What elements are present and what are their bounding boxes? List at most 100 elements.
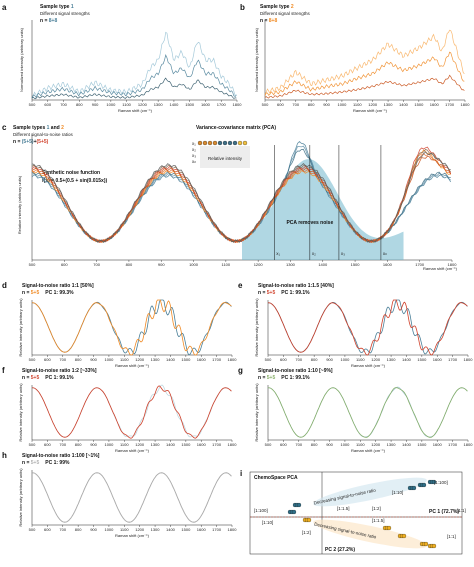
x-tick-label: 1300 [151,442,161,447]
matrix-row-label: x₁ [192,141,196,146]
n-prefix: n = [22,460,31,466]
x-tick-label: 1600 [433,357,443,362]
panel-letter: i [240,469,242,478]
matrix-dot [232,140,238,146]
variable-label: x₃ [341,251,345,256]
x-tick-label: 600 [44,442,51,447]
x-tick-label: 1700 [212,357,222,362]
variable-label: x₂ [312,251,316,256]
x-tick-label: 500 [29,442,36,447]
x-tick-label: 900 [90,442,97,447]
x-tick-label: 1700 [415,262,425,267]
x-tick-label: 1600 [197,527,207,532]
score-dot-type1 [296,502,302,508]
x-tick-label: 1600 [383,262,393,267]
x-tick-label: 1500 [351,262,361,267]
panel-letter: h [2,451,7,460]
cluster-label: [1:1.5] [372,518,385,523]
x-tick-label: 1400 [166,442,176,447]
x-tick-label: 1800 [228,357,238,362]
cluster-label: [1:100] [434,480,448,485]
x-tick-label: 1000 [104,442,114,447]
matrix-dot [237,140,243,146]
x-tick-label: 700 [295,442,302,447]
series-line [268,299,468,355]
x-axis-label: Raman shift (cm⁻¹) [118,108,153,113]
svg-text:Different signal-to-noise rati: Different signal-to-noise ratios [13,132,73,137]
pc-label: PC 1: 99.1% [45,375,74,381]
x-axis-label: Raman shift (cm⁻¹) [351,448,386,453]
series-line [31,31,237,99]
x-tick-label: 700 [59,442,66,447]
x-tick-label: 1400 [166,357,176,362]
x-tick-label: 900 [158,262,165,267]
x-tick-label: 700 [93,262,100,267]
x-tick-label: 1300 [154,102,164,107]
plot-a-area: 500 600 700 800 900 1000 1100 1200 1300 1400 1500 1… [29,20,243,107]
panel-title: ChemoSpace PCA [254,475,298,481]
x-tick-label: 1400 [318,262,328,267]
series-line [264,74,465,99]
x-tick-label: 900 [90,357,97,362]
svg-text:n = 8+8: n = 8+8 [260,18,277,24]
score-dot-type2 [431,543,437,549]
panel-letter: e [238,281,243,290]
x-axis-label: Raman shift (cm⁻¹) [115,363,150,368]
y-axis-label: Relative intensity (arbitrary units) [18,298,23,357]
x-tick-label: 700 [59,357,66,362]
x-tick-label: 1300 [286,262,296,267]
n-value: 5+5 [31,375,40,381]
svg-text:Sample types 1 and 2: Sample types 1 and 2 [13,125,64,131]
x-tick-label: 800 [76,102,83,107]
series-line [268,299,468,356]
matrix-dot [222,140,228,146]
x-tick-label: 600 [61,262,68,267]
x-tick-label: 1200 [371,442,381,447]
panel-e: e Signal-to-noise ratio 1:1.5 [40%]n = 5+… [238,281,473,368]
y-axis-label: Relative intensity (arbitrary units) [18,468,23,527]
cluster-label: [1:10] [262,520,273,525]
plot-c-area: 500 600 700 800 900 1000 1100 1200 1300 1400 1500 1… [29,135,457,267]
x-tick-label: 1400 [399,102,409,107]
y-axis-label: Relative intensity (arbitrary units) [254,298,259,357]
x-tick-label: 900 [90,527,97,532]
score-dot-type2 [401,533,407,539]
panel-c: c Sample types 1 and 2 Different signal-… [2,123,458,271]
panel-n: n = 5+5 PC 1: 99% [22,460,70,466]
x-tick-label: 1800 [461,102,471,107]
x-axis-label: Raman shift (cm⁻¹) [351,363,386,368]
x-tick-label: 1700 [217,102,227,107]
x-tick-label: 1500 [181,357,191,362]
x-axis-label: Raman shift (cm⁻¹) [353,108,388,113]
panel-h: h Signal-to-noise ratio 1:100 [~1%]n = 5+… [2,451,237,538]
x-tick-label: 1700 [212,442,222,447]
x-tick-label: 1800 [464,442,474,447]
x-tick-label: 1100 [222,262,231,267]
x-tick-label: 700 [60,102,67,107]
x-tick-label: 1200 [135,357,145,362]
n-value: 5+5 [267,290,276,296]
x-tick-label: 1700 [448,442,458,447]
panel-letter: f [2,366,5,375]
score-dot-type2 [423,541,429,547]
panel-n: n = 5+5 PC 1: 99.1% [22,375,74,381]
series-line [32,385,232,439]
matrix-row-label: x₂ [192,147,196,152]
x-axis-label: Raman shift (cm⁻¹) [423,266,458,271]
n-prefix: n = [22,375,31,381]
score-dot-type2 [306,517,312,523]
svg-text:Sample type 1: Sample type 1 [40,4,74,10]
x-tick-label: 1600 [197,442,207,447]
y-axis-label: Relative intensity (arbitrary units) [254,383,259,442]
panel-a-subtitle: Different signal strengths [40,11,90,16]
x-tick-label: 1000 [337,102,347,107]
panel-letter: g [238,366,243,375]
x-tick-label: 500 [29,357,36,362]
relative-intensity-label: Relative intensity [208,156,243,161]
panel-n: n = 5+5 PC 1: 99.3% [22,290,74,296]
matrix-dot [242,140,248,146]
x-tick-label: 1800 [233,102,243,107]
x-tick-label: 900 [323,102,330,107]
